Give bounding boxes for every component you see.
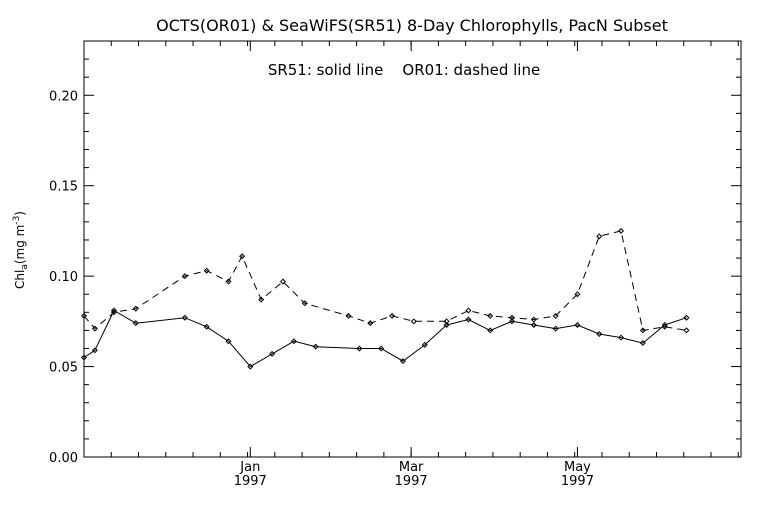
- data-point-SR51: [618, 334, 625, 341]
- data-point-OR01: [487, 312, 494, 319]
- data-point-OR01: [639, 327, 646, 334]
- series-SR51: [80, 307, 690, 370]
- plot-frame: [83, 40, 742, 458]
- data-point-SR51: [247, 363, 254, 370]
- data-point-SR51: [378, 345, 385, 352]
- data-point-OR01: [465, 307, 472, 314]
- data-point-SR51: [269, 350, 276, 357]
- y-axis-label: Chla(mg m-3): [12, 211, 30, 289]
- y-axis: 0.00 0.05 0.10 0.15 0.20: [49, 40, 741, 466]
- x-tick-label-year: 1997: [561, 474, 594, 489]
- data-point-SR51: [356, 345, 363, 352]
- data-point-OR01: [203, 267, 210, 274]
- data-point-OR01: [345, 312, 352, 319]
- data-point-OR01: [258, 296, 265, 303]
- data-point-OR01: [596, 233, 603, 240]
- data-point-SR51: [443, 321, 450, 328]
- data-point-SR51: [596, 331, 603, 338]
- data-point-SR51: [530, 321, 537, 328]
- data-point-OR01: [389, 312, 396, 319]
- data-point-SR51: [487, 327, 494, 334]
- data-point-SR51: [421, 341, 428, 348]
- data-point-OR01: [410, 318, 417, 325]
- data-point-SR51: [683, 314, 690, 321]
- data-point-SR51: [508, 318, 516, 325]
- data-point-OR01: [574, 291, 581, 298]
- data-point-OR01: [91, 325, 98, 332]
- data-point-OR01: [683, 327, 690, 334]
- x-tick-label-month: Mar: [399, 460, 424, 475]
- data-point-SR51: [465, 316, 472, 323]
- data-point-SR51: [225, 338, 232, 345]
- data-point-SR51: [203, 323, 210, 330]
- series-line-SR51: [83, 309, 687, 368]
- series-OR01: [80, 227, 690, 334]
- data-point-SR51: [91, 347, 98, 354]
- legend-annotation: SR51: solid line OR01: dashed line: [268, 61, 540, 79]
- data-point-OR01: [110, 309, 117, 316]
- data-point-OR01: [80, 312, 88, 319]
- data-point-OR01: [443, 318, 450, 325]
- data-point-SR51: [552, 325, 559, 332]
- data-point-OR01: [301, 300, 308, 307]
- data-point-OR01: [661, 323, 668, 330]
- data-point-SR51: [312, 343, 319, 350]
- x-tick-label-year: 1997: [234, 474, 267, 489]
- data-point-OR01: [508, 314, 516, 321]
- y-tick-label: 0.20: [49, 89, 78, 104]
- chart-title: OCTS(OR01) & SeaWiFS(SR51) 8-Day Chlorop…: [156, 16, 668, 35]
- data-point-SR51: [639, 340, 646, 347]
- data-point-SR51: [132, 320, 139, 327]
- data-point-SR51: [290, 338, 297, 345]
- x-tick-label-year: 1997: [395, 474, 428, 489]
- y-tick-label: 0.10: [49, 270, 78, 285]
- y-tick-label: 0.05: [49, 361, 78, 376]
- data-point-OR01: [618, 227, 625, 234]
- data-point-SR51: [80, 354, 88, 361]
- svg-text:Chla(mg m-3): Chla(mg m-3): [12, 211, 30, 289]
- x-tick-label-month: May: [564, 460, 591, 475]
- series-line-OR01: [83, 230, 687, 331]
- data-point-OR01: [280, 278, 287, 285]
- data-point-OR01: [552, 312, 559, 319]
- series-layer: [80, 227, 690, 370]
- data-point-OR01: [530, 316, 537, 323]
- y-tick-label: 0.00: [49, 451, 78, 466]
- data-point-OR01: [132, 305, 139, 312]
- data-point-SR51: [181, 314, 188, 321]
- x-tick-label-month: Jan: [239, 460, 260, 475]
- data-point-SR51: [661, 321, 668, 328]
- data-point-SR51: [399, 358, 406, 365]
- data-point-OR01: [367, 320, 374, 327]
- data-point-SR51: [574, 321, 581, 328]
- y-tick-label: 0.15: [49, 180, 78, 195]
- data-point-OR01: [225, 278, 232, 285]
- data-point-OR01: [239, 253, 246, 260]
- data-point-OR01: [181, 273, 188, 280]
